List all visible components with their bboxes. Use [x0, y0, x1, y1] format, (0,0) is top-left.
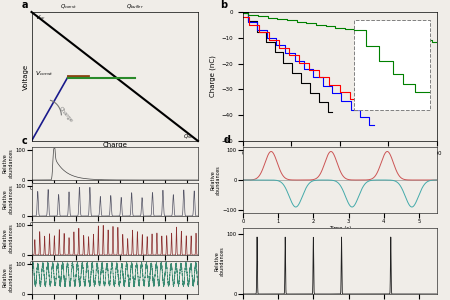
Y-axis label: Voltage: Voltage	[22, 63, 29, 90]
Text: $Q_{sc}$: $Q_{sc}$	[183, 132, 193, 141]
Y-axis label: Relative
abundances: Relative abundances	[210, 165, 221, 195]
Text: $Q_{const}$: $Q_{const}$	[60, 2, 76, 11]
Y-axis label: Relative
abundances: Relative abundances	[3, 148, 14, 178]
Y-axis label: Relative
abundances: Relative abundances	[3, 184, 14, 214]
Y-axis label: Relative
abundances: Relative abundances	[215, 246, 225, 276]
Text: b: b	[220, 0, 227, 10]
X-axis label: Time (s): Time (s)	[104, 229, 126, 234]
Y-axis label: Relative
abundances: Relative abundances	[3, 224, 14, 254]
X-axis label: Charge: Charge	[102, 142, 127, 148]
Text: $V_{const}$: $V_{const}$	[35, 70, 53, 78]
X-axis label: Time (s): Time (s)	[104, 268, 126, 273]
X-axis label: Time (s): Time (s)	[104, 193, 126, 198]
Bar	[354, 20, 430, 110]
Text: $V_{oc}$: $V_{oc}$	[35, 13, 46, 22]
Y-axis label: Relative
abundances: Relative abundances	[3, 262, 14, 292]
Text: c: c	[22, 136, 27, 146]
Y-axis label: Charge (nC): Charge (nC)	[210, 56, 216, 98]
X-axis label: Time (s): Time (s)	[325, 161, 354, 168]
Text: Charge: Charge	[57, 106, 73, 124]
Text: d: d	[224, 135, 231, 145]
Text: a: a	[22, 0, 28, 10]
Text: $Q_{buffer}$: $Q_{buffer}$	[126, 2, 144, 11]
X-axis label: Time (s): Time (s)	[328, 226, 351, 231]
